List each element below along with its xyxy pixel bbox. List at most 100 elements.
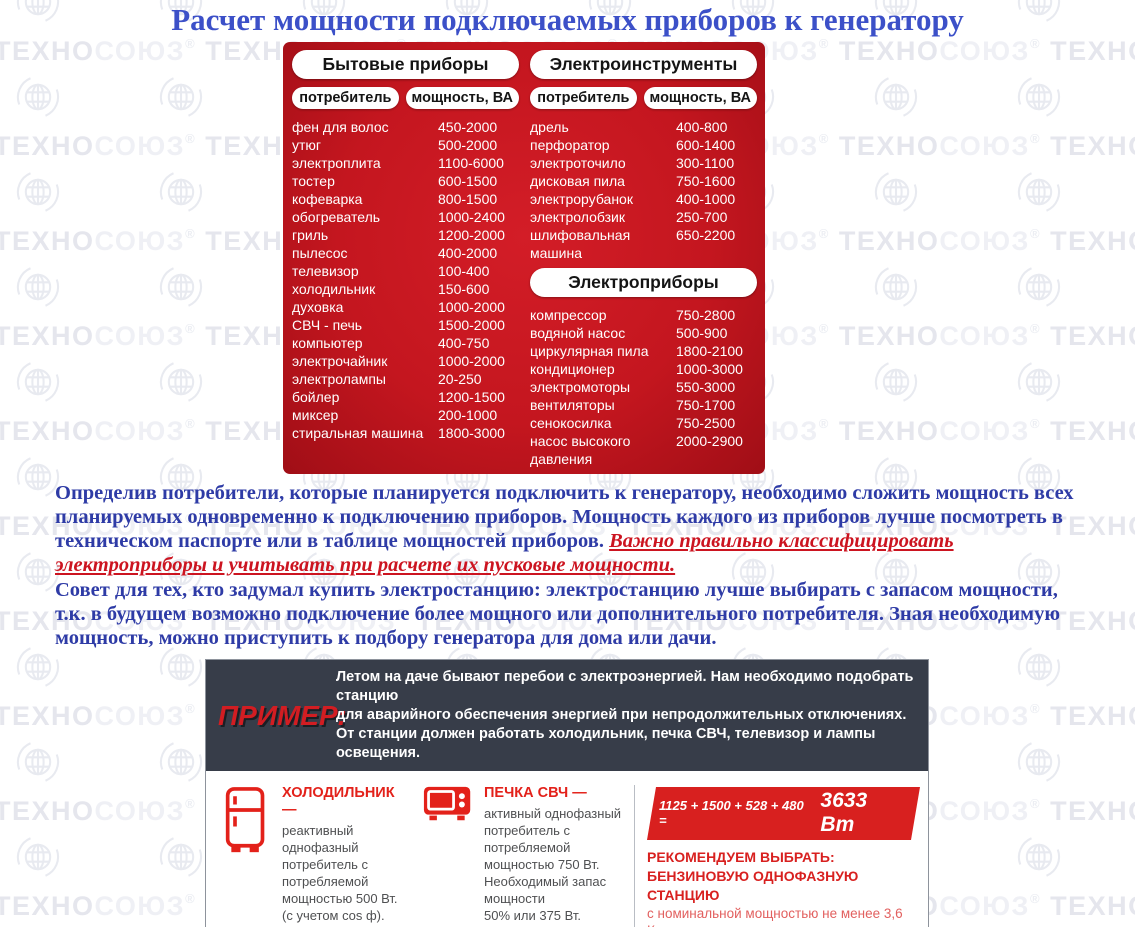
consumer-name: утюг — [292, 137, 322, 153]
consumer-name: насос высокого давления — [530, 433, 631, 467]
table-row: кондиционер 1000-3000 — [530, 360, 757, 378]
sum-result: 3633 Вт — [820, 789, 868, 836]
table-row: пылесос 400-2000 — [292, 244, 519, 262]
globe-watermark-icon — [1009, 352, 1069, 417]
power-range: 750-2800 — [676, 307, 736, 323]
power-range: 400-2000 — [438, 245, 498, 261]
globe-watermark-icon — [151, 447, 211, 512]
globe-watermark-icon — [1009, 542, 1069, 607]
item-description: активный однофазный потребитель с потреб… — [484, 806, 622, 923]
globe-watermark-icon — [1009, 732, 1069, 797]
table-row: утюг 500-2000 — [292, 136, 519, 154]
example-header: ПРИМЕР: Летом на даче бывают перебои с э… — [206, 660, 928, 771]
table-row: гриль 1200-2000 — [292, 226, 519, 244]
consumer-name: водяной насос — [530, 325, 626, 341]
power-range: 600-1400 — [676, 137, 736, 153]
power-range: 1200-2000 — [438, 227, 505, 243]
consumer-name: фен для волос — [292, 119, 389, 135]
power-range: 650-2200 — [676, 227, 736, 243]
globe-watermark-icon — [294, 0, 354, 37]
consumer-name: дисковая пила — [530, 173, 625, 189]
globe-watermark-icon — [866, 162, 926, 227]
tools-header: Электроинструменты — [530, 50, 757, 79]
power-range: 1800-2100 — [676, 343, 743, 359]
globe-watermark-icon — [8, 637, 68, 702]
power-column-header: мощность, ВА — [643, 87, 757, 109]
globe-watermark-icon — [8, 67, 68, 132]
table-row: духовка 1000-2000 — [292, 298, 519, 316]
globe-watermark-icon — [151, 637, 211, 702]
vertical-divider — [634, 785, 635, 927]
table-row: миксер 200-1000 — [292, 406, 519, 424]
power-range: 100-400 — [438, 263, 490, 279]
table-row: стиральная машина 1800-3000 — [292, 424, 519, 442]
table-row: компьютер 400-750 — [292, 334, 519, 352]
consumer-name: пылесос — [292, 245, 348, 261]
globe-watermark-icon — [151, 67, 211, 132]
table-row: дисковая пила 750-1600 — [530, 172, 757, 190]
power-range: 300-1100 — [676, 155, 735, 171]
item-microwave: ПЕЧКА СВЧ — активный однофазный потребит… — [420, 785, 626, 927]
table-row: кофеварка 800-1500 — [292, 190, 519, 208]
fridge-icon — [224, 787, 268, 861]
sum-banner: 1125 + 1500 + 528 + 480 = 3633 Вт — [647, 787, 920, 840]
item-fridge: ХОЛОДИЛЬНИК — реактивный однофазный потр… — [218, 785, 410, 927]
tools-subheaders: потребитель мощность, ВА — [530, 87, 757, 109]
globe-watermark-icon — [866, 352, 926, 417]
microwave-icon — [423, 786, 473, 828]
consumer-name: дрель — [530, 119, 569, 135]
globe-watermark-icon — [437, 0, 497, 37]
power-range: 400-1000 — [676, 191, 736, 207]
consumer-name: электрорубанок — [530, 191, 633, 207]
globe-watermark-icon — [8, 0, 68, 37]
globe-watermark-icon — [151, 827, 211, 892]
globe-watermark-icon — [1009, 637, 1069, 702]
item-title: ПЕЧКА СВЧ — — [484, 785, 587, 801]
power-range: 2000-2900 — [676, 433, 743, 449]
consumer-name: обогреватель — [292, 209, 381, 225]
power-range: 20-250 — [438, 371, 482, 387]
table-row: электролампы 20-250 — [292, 370, 519, 388]
globe-watermark-icon — [723, 542, 783, 607]
paragraph-highlight-text: Важно правильно классифицировать электро… — [55, 530, 954, 576]
power-range: 750-1600 — [676, 173, 736, 189]
globe-watermark-icon — [723, 0, 783, 37]
paragraph-normal-text: Определив потребители, которые планирует… — [55, 482, 1074, 552]
globe-watermark-icon — [1009, 67, 1069, 132]
table-row: компрессор 750-2800 — [530, 306, 757, 324]
power-column-header: мощность, ВА — [405, 87, 519, 109]
consumer-name: сенокосилка — [530, 415, 612, 431]
tools-column: Электроинструменты потребитель мощность,… — [530, 50, 757, 468]
table-row: перфоратор 600-1400 — [530, 136, 757, 154]
power-range: 1200-1500 — [438, 389, 505, 405]
table-row: электрочайник 1000-2000 — [292, 352, 519, 370]
consumer-name: компьютер — [292, 335, 363, 351]
recommendation-line2: БЕНЗИНОВУЮ ОДНОФАЗНУЮ СТАНЦИЮ — [647, 868, 859, 903]
consumer-name: электролобзик — [530, 209, 625, 225]
table-row: СВЧ - печь 1500-2000 — [292, 316, 519, 334]
power-range: 200-1000 — [438, 407, 498, 423]
table-row: циркулярная пила 1800-2100 — [530, 342, 757, 360]
consumer-name: холодильник — [292, 281, 376, 297]
globe-watermark-icon — [437, 542, 497, 607]
globe-watermark-icon — [1009, 162, 1069, 227]
power-range: 1500-2000 — [438, 317, 505, 333]
table-row: насос высокого давления 2000-2900 — [530, 432, 757, 468]
table-row: электромоторы 550-3000 — [530, 378, 757, 396]
globe-watermark-icon — [8, 827, 68, 892]
recommendation-line1: РЕКОМЕНДУЕМ ВЫБРАТЬ: — [647, 849, 835, 865]
consumer-name: телевизор — [292, 263, 359, 279]
globe-watermark-icon — [1009, 827, 1069, 892]
example-label: ПРИМЕР: — [218, 699, 347, 731]
globe-watermark-icon — [151, 542, 211, 607]
intro-paragraphs: Определив потребители, которые планирует… — [55, 481, 1093, 650]
example-body: ХОЛОДИЛЬНИК — реактивный однофазный потр… — [206, 771, 928, 927]
power-range: 750-1700 — [676, 397, 736, 413]
consumer-name: СВЧ - печь — [292, 317, 363, 333]
table-row: бойлер 1200-1500 — [292, 388, 519, 406]
power-range: 750-2500 — [676, 415, 736, 431]
globe-watermark-icon — [866, 257, 926, 322]
table-row: тостер 600-1500 — [292, 172, 519, 190]
household-column: Бытовые приборы потребитель мощность, ВА… — [292, 50, 519, 468]
table-row: фен для волос 450-2000 — [292, 118, 519, 136]
